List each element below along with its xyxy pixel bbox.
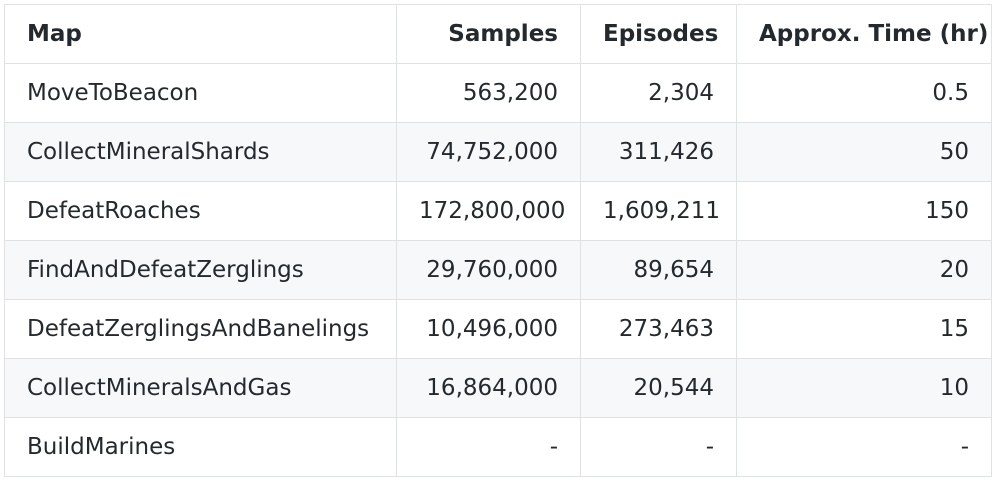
cell-samples: 74,752,000: [396, 122, 581, 182]
cell-episodes: 1,609,211: [580, 181, 737, 241]
cell-map: CollectMineralsAndGas: [4, 358, 397, 418]
cell-approx-time: 10: [736, 358, 992, 418]
cell-approx-time: 0.5: [736, 63, 992, 123]
table-row: BuildMarines - - -: [4, 417, 992, 477]
cell-map: BuildMarines: [4, 417, 397, 477]
data-table: Map Samples Episodes Approx. Time (hr) M…: [4, 4, 992, 477]
cell-episodes: 273,463: [580, 299, 737, 359]
cell-samples: -: [396, 417, 581, 477]
cell-episodes: 20,544: [580, 358, 737, 418]
cell-map: DefeatRoaches: [4, 181, 397, 241]
header-approx-time: Approx. Time (hr): [736, 4, 992, 64]
cell-map: FindAndDefeatZerglings: [4, 240, 397, 300]
cell-approx-time: 20: [736, 240, 992, 300]
cell-samples: 29,760,000: [396, 240, 581, 300]
cell-episodes: 311,426: [580, 122, 737, 182]
table-row: FindAndDefeatZerglings 29,760,000 89,654…: [4, 240, 992, 300]
cell-samples: 563,200: [396, 63, 581, 123]
cell-approx-time: 50: [736, 122, 992, 182]
table-row: MoveToBeacon 563,200 2,304 0.5: [4, 63, 992, 123]
header-map: Map: [4, 4, 397, 64]
header-episodes: Episodes: [580, 4, 737, 64]
table-body: MoveToBeacon 563,200 2,304 0.5 CollectMi…: [4, 63, 992, 477]
cell-map: MoveToBeacon: [4, 63, 397, 123]
table-row: DefeatZerglingsAndBanelings 10,496,000 2…: [4, 299, 992, 359]
cell-samples: 172,800,000: [396, 181, 581, 241]
header-samples: Samples: [396, 4, 581, 64]
cell-map: DefeatZerglingsAndBanelings: [4, 299, 397, 359]
cell-samples: 10,496,000: [396, 299, 581, 359]
table-row: DefeatRoaches 172,800,000 1,609,211 150: [4, 181, 992, 241]
cell-episodes: -: [580, 417, 737, 477]
cell-episodes: 2,304: [580, 63, 737, 123]
header-row: Map Samples Episodes Approx. Time (hr): [4, 4, 992, 64]
cell-episodes: 89,654: [580, 240, 737, 300]
table-row: CollectMineralsAndGas 16,864,000 20,544 …: [4, 358, 992, 418]
table-header: Map Samples Episodes Approx. Time (hr): [4, 4, 992, 64]
cell-approx-time: 15: [736, 299, 992, 359]
cell-samples: 16,864,000: [396, 358, 581, 418]
cell-approx-time: 150: [736, 181, 992, 241]
table-row: CollectMineralShards 74,752,000 311,426 …: [4, 122, 992, 182]
cell-approx-time: -: [736, 417, 992, 477]
cell-map: CollectMineralShards: [4, 122, 397, 182]
